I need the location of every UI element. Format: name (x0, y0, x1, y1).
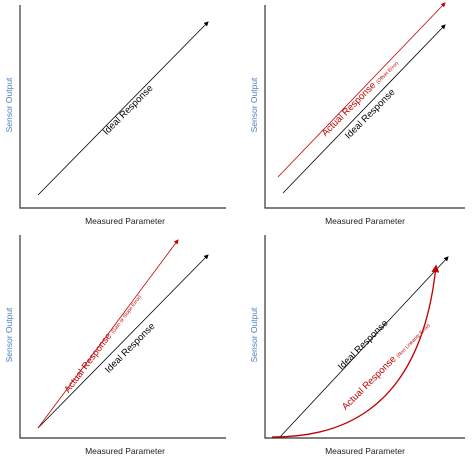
axes (264, 5, 465, 209)
actual-line (37, 239, 179, 429)
panel: Sensor Output Measured Parameter Ideal R… (4, 5, 226, 226)
actual-line (277, 2, 446, 178)
actual-curve (271, 264, 440, 438)
x-axis-label: Measured Parameter (85, 216, 165, 226)
ideal-line (282, 24, 446, 194)
ideal-line (37, 21, 209, 196)
y-axis-label: Sensor Output (249, 307, 259, 362)
axes (19, 235, 226, 439)
ideal-line (279, 256, 449, 438)
axes (264, 235, 465, 439)
panel: Sensor Output Measured Parameter Ideal R… (249, 2, 465, 226)
x-axis-label: Measured Parameter (325, 446, 405, 456)
y-axis-label: Sensor Output (4, 307, 14, 362)
panel: Sensor Output Measured Parameter Ideal R… (4, 235, 226, 456)
x-axis-label: Measured Parameter (325, 216, 405, 226)
line-label: Ideal Response (101, 83, 155, 137)
y-axis-label: Sensor Output (249, 77, 259, 132)
axes (19, 5, 226, 209)
line-label: Actual Response (Non Linearity Error) (340, 320, 433, 413)
panel: Sensor Output Measured Parameter Ideal R… (249, 235, 465, 456)
label-note: (Offset Error) (375, 60, 400, 85)
y-axis-label: Sensor Output (4, 77, 14, 132)
ideal-line (37, 254, 209, 429)
x-axis-label: Measured Parameter (85, 446, 165, 456)
label-note: (Gain or Slope Error) (110, 294, 143, 335)
